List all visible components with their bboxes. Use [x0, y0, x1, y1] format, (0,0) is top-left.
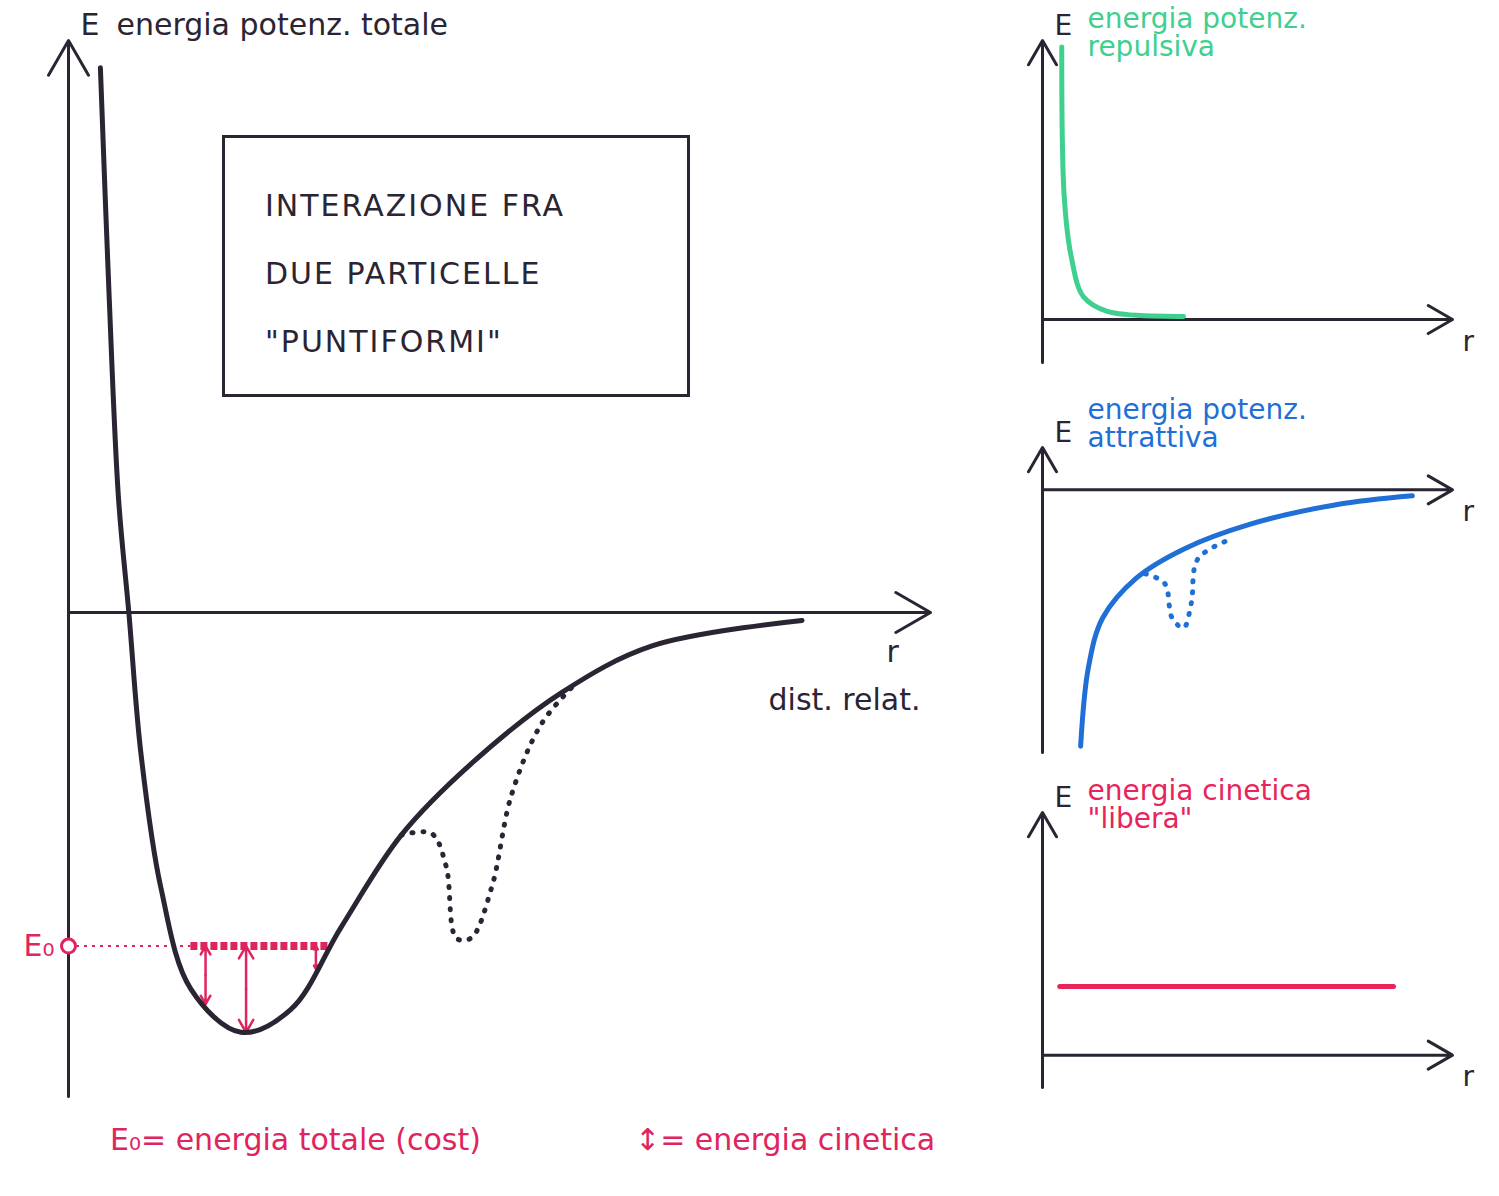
svg-text:E: E — [1055, 781, 1073, 814]
svg-text:energia potenz. totale: energia potenz. totale — [117, 7, 449, 42]
svg-text:E₀: E₀ — [24, 928, 55, 963]
html-text:"PUNTIFORMI": "PUNTIFORMI" — [265, 324, 503, 359]
svg-text:E: E — [1055, 416, 1073, 449]
svg-text:E: E — [81, 7, 100, 42]
html-text:E₀= energia totale (cost): E₀= energia totale (cost) — [110, 1122, 481, 1157]
svg-text:energia cinetica"libera": energia cinetica"libera" — [1088, 774, 1312, 835]
html-text:↕= energia cinetica: ↕= energia cinetica — [635, 1122, 936, 1157]
html-text:INTERAZIONE FRA: INTERAZIONE FRA — [265, 188, 566, 223]
svg-text:r: r — [1463, 325, 1475, 358]
svg-text:E: E — [1055, 9, 1073, 42]
html-text:DUE PARTICELLE: DUE PARTICELLE — [265, 256, 542, 291]
svg-text:dist. relat.: dist. relat. — [769, 682, 921, 717]
svg-text:r: r — [1463, 1060, 1475, 1093]
svg-text:r: r — [1463, 495, 1475, 528]
svg-text:energia potenz.attrattiva: energia potenz.attrattiva — [1088, 393, 1307, 454]
svg-text:energia potenz.repulsiva: energia potenz.repulsiva — [1088, 2, 1307, 63]
svg-text:r: r — [887, 634, 900, 669]
